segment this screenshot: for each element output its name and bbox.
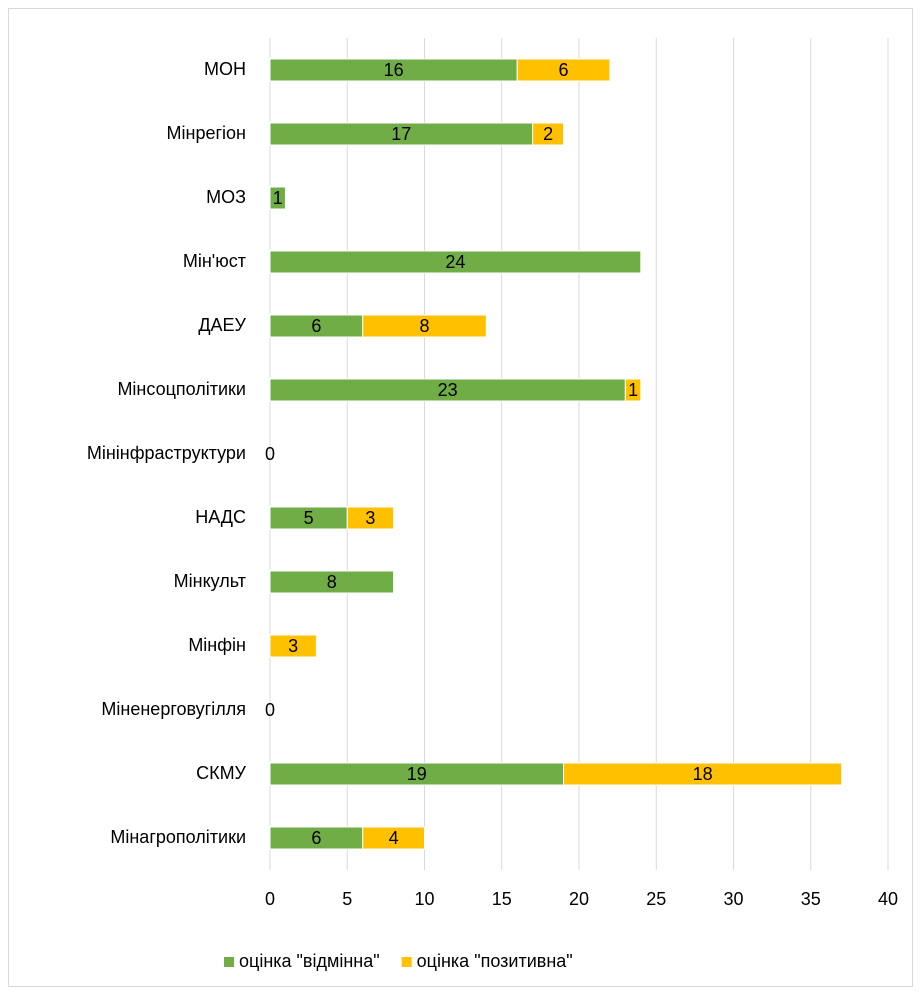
data-label: 17 — [391, 124, 411, 144]
data-label: 19 — [407, 764, 427, 784]
legend-swatch — [224, 957, 234, 967]
x-tick-label: 35 — [801, 889, 821, 909]
y-tick-label: Мінагрополітики — [110, 827, 246, 847]
y-tick-label: Мінінфраструктури — [87, 443, 246, 463]
x-tick-label: 40 — [878, 889, 898, 909]
data-label: 2 — [543, 124, 553, 144]
bar — [269, 186, 286, 210]
data-label: 6 — [559, 60, 569, 80]
bar — [269, 634, 317, 658]
y-tick-label: СКМУ — [196, 763, 246, 783]
x-tick-label: 10 — [414, 889, 434, 909]
y-tick-label: НАДС — [195, 507, 246, 527]
y-tick-label: Мінсоцполітики — [117, 379, 246, 399]
data-label: 3 — [365, 508, 375, 528]
y-tick-label: МОН — [204, 59, 246, 79]
data-label: 0 — [265, 700, 275, 720]
data-label: 18 — [693, 764, 713, 784]
bar — [516, 58, 611, 82]
data-label: 23 — [438, 380, 458, 400]
y-tick-label: ДАЕУ — [198, 315, 246, 335]
chart-border — [8, 8, 913, 987]
bar — [624, 378, 642, 402]
data-label: 3 — [288, 636, 298, 656]
data-label: 8 — [327, 572, 337, 592]
y-tick-label: Мінрегіон — [167, 123, 246, 143]
legend-label: оцінка "позитивна" — [417, 951, 573, 971]
y-tick-label: Міненерговугілля — [101, 699, 246, 719]
bar — [269, 250, 642, 274]
legend-label: оцінка "відмінна" — [239, 951, 380, 971]
data-label: 1 — [273, 188, 283, 208]
y-tick-label: Мінкульт — [174, 571, 246, 591]
data-label: 8 — [419, 316, 429, 336]
bar — [269, 570, 395, 594]
y-tick-label: Мін'юст — [183, 251, 246, 271]
data-label: 1 — [628, 380, 638, 400]
data-label: 6 — [311, 828, 321, 848]
y-tick-label: Мінфін — [188, 635, 246, 655]
y-tick-label: МОЗ — [206, 187, 246, 207]
x-tick-label: 0 — [265, 889, 275, 909]
data-label: 24 — [445, 252, 465, 272]
bar — [563, 762, 843, 786]
x-tick-label: 20 — [569, 889, 589, 909]
bar — [362, 826, 426, 850]
data-label: 5 — [304, 508, 314, 528]
data-label: 4 — [389, 828, 399, 848]
data-label: 6 — [311, 316, 321, 336]
bar — [532, 122, 565, 146]
bar — [346, 506, 395, 530]
x-tick-label: 25 — [646, 889, 666, 909]
bar — [362, 314, 487, 338]
x-tick-label: 15 — [492, 889, 512, 909]
x-tick-label: 5 — [342, 889, 352, 909]
data-label: 0 — [265, 444, 275, 464]
legend-swatch — [401, 957, 412, 967]
data-label: 16 — [384, 60, 404, 80]
x-tick-label: 30 — [723, 889, 743, 909]
